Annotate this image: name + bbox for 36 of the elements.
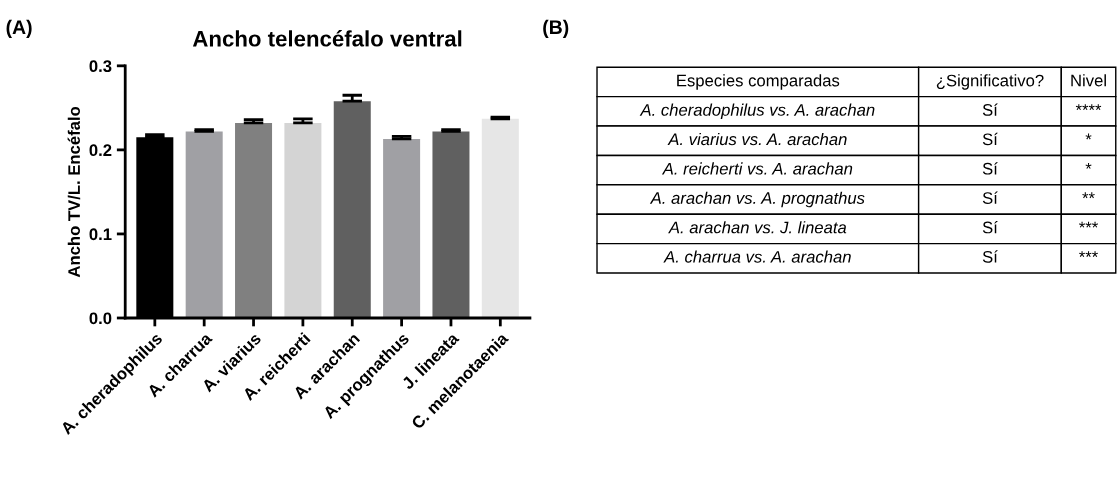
text: A. charrua vs. A. arachan bbox=[663, 250, 851, 263]
text: A. cheradophilus vs. A. arachan bbox=[639, 103, 875, 120]
text: * bbox=[1085, 133, 1092, 140]
chart-title: Ancho telencéfalo ventral bbox=[192, 30, 462, 47]
text: A. reicherti vs. A. arachan bbox=[661, 162, 853, 175]
bar bbox=[333, 101, 371, 318]
y-tick-label: 0.2 bbox=[89, 144, 112, 157]
text: Sí bbox=[982, 220, 998, 234]
bar bbox=[185, 131, 223, 318]
text: * bbox=[1085, 162, 1092, 169]
text: Sí bbox=[982, 162, 998, 175]
category-label: ¿Significativo? bbox=[936, 74, 1044, 90]
bar bbox=[432, 131, 470, 318]
y-tick-label: 0.3 bbox=[89, 60, 112, 73]
text: A. arachan vs. J. lineata bbox=[668, 221, 847, 234]
text: *** bbox=[1079, 251, 1098, 257]
category-label: Especies comparadas bbox=[677, 74, 840, 90]
y-tick-label: 0.1 bbox=[89, 228, 112, 241]
text: A. viarius vs. A. arachan bbox=[667, 132, 847, 146]
text: **** bbox=[1075, 104, 1102, 111]
text: A. arachan vs. A. prognathus bbox=[649, 191, 865, 208]
text: Sí bbox=[982, 132, 998, 146]
text: *** bbox=[1079, 221, 1098, 228]
bar bbox=[481, 118, 519, 318]
text: ** bbox=[1082, 192, 1095, 199]
text: (A) bbox=[6, 19, 32, 38]
text: Sí bbox=[982, 103, 998, 116]
bar bbox=[383, 138, 421, 318]
text: (B) bbox=[543, 19, 569, 38]
y-axis-title: Ancho TV/L. Encéfalo bbox=[67, 106, 81, 278]
text: Sí bbox=[982, 191, 998, 204]
category-label: Nivel bbox=[1071, 74, 1106, 87]
bar bbox=[235, 122, 273, 318]
text: Sí bbox=[982, 250, 998, 263]
bar bbox=[284, 122, 322, 318]
y-tick-label: 0.0 bbox=[89, 312, 112, 325]
